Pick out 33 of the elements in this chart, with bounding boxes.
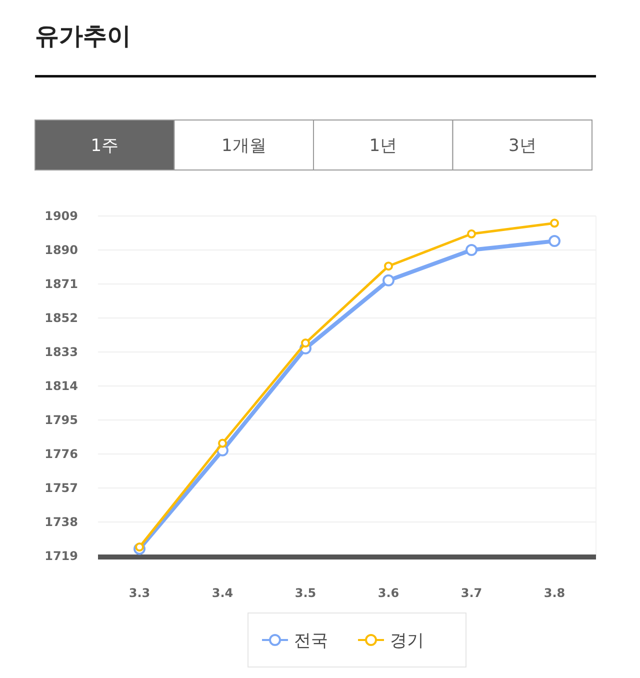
point <box>550 218 559 228</box>
point <box>548 235 560 248</box>
y-tick-label: 1909 <box>44 209 78 223</box>
legend-label: 경기 <box>390 631 424 651</box>
point <box>466 244 478 256</box>
x-tick-label: 3.3 <box>128 586 150 600</box>
y-tick-label: 1719 <box>44 549 78 563</box>
x-tick-label: 3.6 <box>378 586 400 600</box>
text: 1개월 <box>221 136 266 156</box>
text: 1주 <box>90 136 119 156</box>
text: 3년 <box>508 136 536 156</box>
point <box>467 229 476 238</box>
point <box>301 338 310 348</box>
y-tick-label: 1833 <box>44 345 78 359</box>
chart-title: 유가추이 <box>35 22 131 50</box>
y-tick-label: 1871 <box>44 277 78 291</box>
y-tick-label: 1738 <box>44 515 78 529</box>
text: 1년 <box>369 136 398 156</box>
y-tick-label: 1890 <box>44 243 78 257</box>
y-tick-label: 1776 <box>44 447 78 461</box>
x-tick-label: 3.7 <box>460 586 482 600</box>
y-tick-label: 1757 <box>44 481 78 495</box>
x-tick-label: 3.8 <box>544 586 566 600</box>
point <box>384 262 393 271</box>
legend-label: 전국 <box>294 631 328 651</box>
x-tick-label: 3.5 <box>294 586 316 600</box>
x-tick-label: 3.4 <box>212 586 234 600</box>
point <box>135 542 144 552</box>
y-tick-label: 1814 <box>44 379 78 393</box>
y-tick-label: 1795 <box>44 413 78 427</box>
y-tick-label: 1852 <box>44 311 78 325</box>
point <box>382 274 394 286</box>
point <box>218 438 227 448</box>
